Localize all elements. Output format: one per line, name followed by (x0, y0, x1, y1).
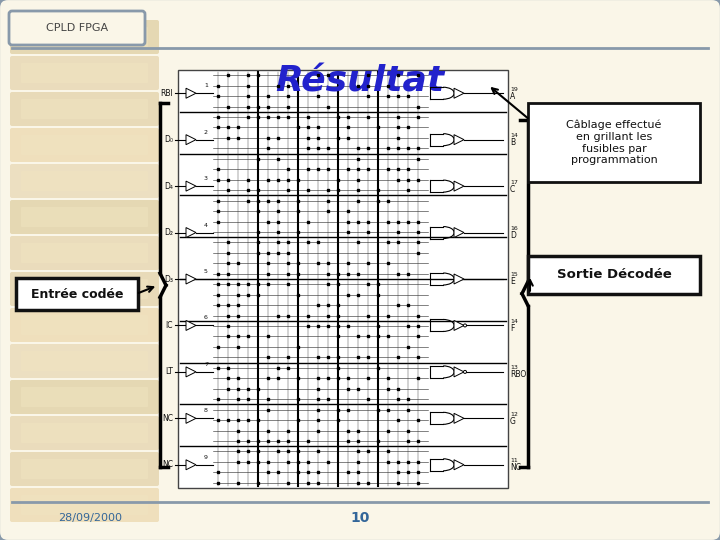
FancyBboxPatch shape (21, 207, 148, 227)
FancyBboxPatch shape (10, 416, 159, 450)
FancyBboxPatch shape (10, 344, 159, 378)
Text: 10: 10 (351, 511, 369, 525)
Text: 9: 9 (204, 455, 208, 460)
Text: D₀: D₀ (164, 135, 173, 144)
Text: Entrée codée: Entrée codée (31, 287, 123, 300)
Text: 1: 1 (204, 83, 208, 88)
Text: C: C (510, 185, 516, 194)
FancyBboxPatch shape (10, 128, 159, 162)
Text: NC: NC (510, 463, 521, 472)
FancyBboxPatch shape (16, 278, 138, 310)
Text: 13: 13 (510, 366, 518, 370)
Text: 15: 15 (510, 273, 518, 278)
Polygon shape (186, 320, 196, 330)
Polygon shape (454, 460, 464, 470)
FancyBboxPatch shape (21, 315, 148, 335)
Polygon shape (454, 367, 464, 377)
FancyBboxPatch shape (10, 236, 159, 270)
Polygon shape (186, 413, 196, 423)
Text: 8: 8 (204, 408, 208, 413)
FancyBboxPatch shape (528, 103, 700, 182)
FancyBboxPatch shape (10, 308, 159, 342)
Text: 12: 12 (510, 412, 518, 417)
FancyBboxPatch shape (21, 387, 148, 407)
Text: IC: IC (166, 321, 173, 330)
Polygon shape (186, 367, 196, 377)
Polygon shape (454, 88, 464, 98)
FancyBboxPatch shape (10, 20, 159, 54)
Text: 14: 14 (510, 319, 518, 324)
FancyBboxPatch shape (10, 200, 159, 234)
Polygon shape (186, 274, 196, 284)
Text: 11: 11 (510, 458, 518, 463)
Text: Sortie Décodée: Sortie Décodée (557, 268, 671, 281)
Polygon shape (454, 320, 464, 330)
FancyBboxPatch shape (21, 99, 148, 119)
Text: 14: 14 (510, 133, 518, 138)
Circle shape (464, 324, 467, 327)
FancyBboxPatch shape (9, 11, 145, 45)
Polygon shape (186, 227, 196, 238)
FancyBboxPatch shape (21, 27, 148, 47)
Text: B: B (510, 138, 515, 147)
Polygon shape (186, 88, 196, 98)
FancyBboxPatch shape (21, 171, 148, 191)
Text: RBI: RBI (161, 89, 173, 98)
FancyBboxPatch shape (10, 488, 159, 522)
Text: 16: 16 (510, 226, 518, 231)
FancyBboxPatch shape (10, 56, 159, 90)
Polygon shape (454, 134, 464, 145)
FancyBboxPatch shape (21, 63, 148, 83)
FancyBboxPatch shape (21, 423, 148, 443)
Text: A: A (510, 92, 516, 101)
Text: NC: NC (162, 460, 173, 469)
Text: 17: 17 (510, 180, 518, 185)
Polygon shape (454, 181, 464, 191)
Text: 5: 5 (204, 269, 208, 274)
Text: F: F (510, 324, 514, 333)
FancyBboxPatch shape (528, 256, 700, 294)
FancyBboxPatch shape (10, 380, 159, 414)
Text: CPLD FPGA: CPLD FPGA (46, 23, 108, 33)
Polygon shape (454, 274, 464, 284)
Text: LT: LT (165, 367, 173, 376)
FancyBboxPatch shape (21, 135, 148, 155)
Text: 28/09/2000: 28/09/2000 (58, 513, 122, 523)
Text: RBO: RBO (510, 370, 526, 380)
FancyBboxPatch shape (21, 495, 148, 515)
Text: D: D (510, 231, 516, 240)
Polygon shape (454, 227, 464, 238)
Text: 6: 6 (204, 315, 208, 320)
FancyBboxPatch shape (178, 70, 508, 488)
Text: 3: 3 (204, 176, 208, 181)
FancyBboxPatch shape (21, 459, 148, 479)
FancyBboxPatch shape (10, 92, 159, 126)
Text: G: G (510, 417, 516, 426)
Text: Résultat: Résultat (276, 65, 444, 99)
Text: Câblage effectué
en grillant les
fusibles par
programmation: Câblage effectué en grillant les fusible… (567, 120, 662, 165)
Polygon shape (186, 134, 196, 145)
FancyBboxPatch shape (21, 243, 148, 263)
Text: 2: 2 (204, 130, 208, 134)
Text: 19: 19 (510, 87, 518, 92)
FancyBboxPatch shape (10, 452, 159, 486)
Circle shape (464, 370, 467, 373)
Text: D₄: D₄ (164, 181, 173, 191)
FancyBboxPatch shape (10, 164, 159, 198)
FancyBboxPatch shape (10, 272, 159, 306)
Polygon shape (186, 181, 196, 191)
Text: 7: 7 (204, 362, 208, 367)
Text: D₂: D₂ (164, 228, 173, 237)
FancyBboxPatch shape (21, 351, 148, 371)
FancyBboxPatch shape (21, 279, 148, 299)
Text: 4: 4 (204, 222, 208, 227)
Text: D₃: D₃ (164, 274, 173, 284)
Polygon shape (454, 413, 464, 423)
Text: E: E (510, 278, 515, 287)
Text: NC: NC (162, 414, 173, 423)
Polygon shape (186, 460, 196, 470)
